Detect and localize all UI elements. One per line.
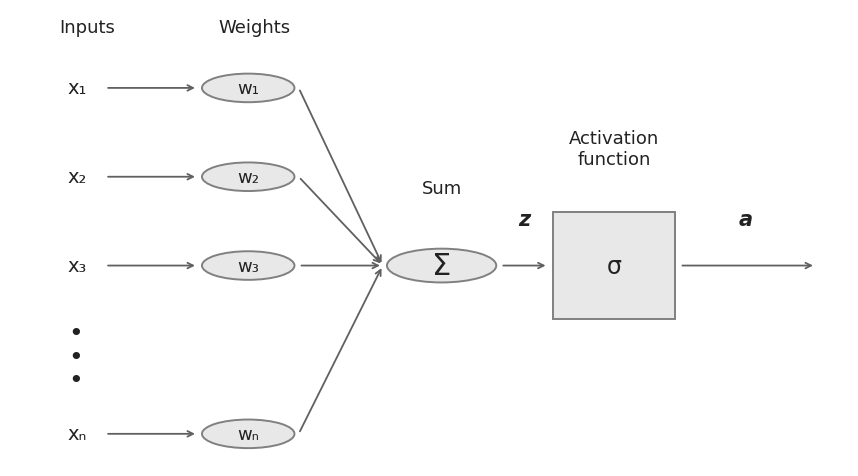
Text: wₙ: wₙ <box>238 425 259 443</box>
Text: Weights: Weights <box>219 19 291 37</box>
Ellipse shape <box>202 252 294 280</box>
Text: w₃: w₃ <box>238 257 259 275</box>
Text: w₂: w₂ <box>237 169 259 186</box>
FancyBboxPatch shape <box>553 212 675 320</box>
Text: σ: σ <box>607 254 621 278</box>
Text: •: • <box>69 322 83 346</box>
Text: x₁: x₁ <box>68 79 87 98</box>
Ellipse shape <box>202 420 294 448</box>
Text: z: z <box>518 209 530 229</box>
Text: Activation
function: Activation function <box>569 130 659 169</box>
Ellipse shape <box>202 74 294 103</box>
Text: w₁: w₁ <box>237 80 259 98</box>
Ellipse shape <box>387 249 496 283</box>
Text: Inputs: Inputs <box>59 19 115 37</box>
Text: a: a <box>739 209 752 229</box>
Text: xₙ: xₙ <box>68 425 87 444</box>
Text: Sum: Sum <box>421 180 462 198</box>
Text: x₃: x₃ <box>68 257 87 276</box>
Ellipse shape <box>202 163 294 192</box>
Text: Σ: Σ <box>432 251 451 280</box>
Text: •: • <box>69 345 83 369</box>
Text: •: • <box>69 368 83 392</box>
Text: x₂: x₂ <box>68 168 87 187</box>
